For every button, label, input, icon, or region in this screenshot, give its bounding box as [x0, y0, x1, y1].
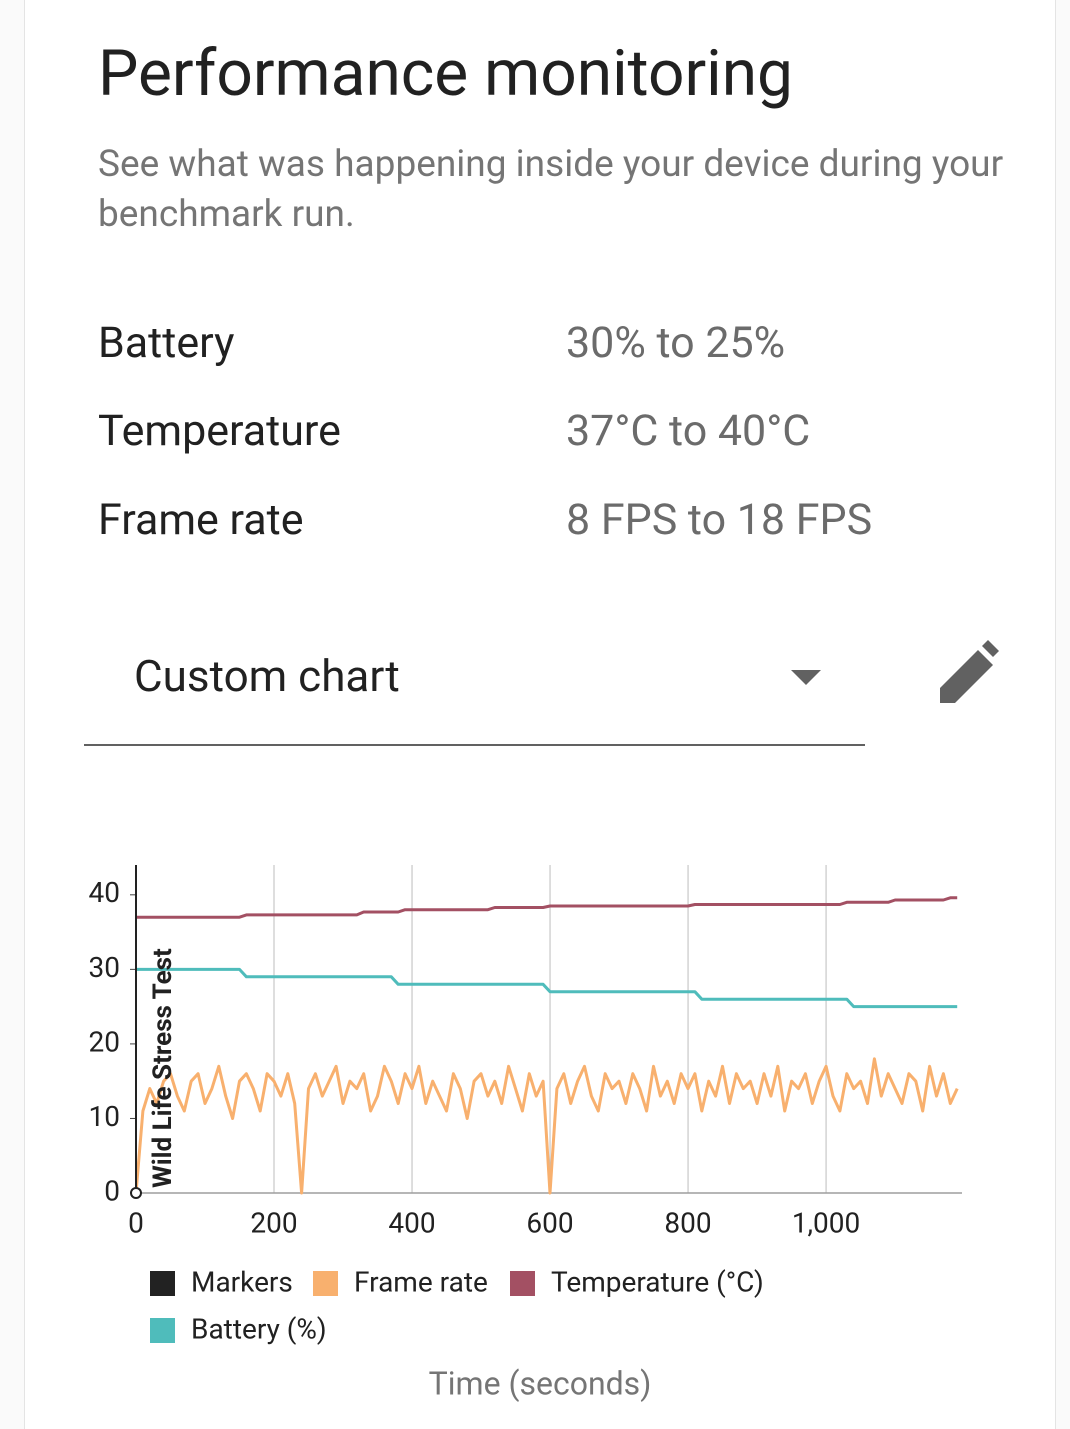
title: Performance monitoring [98, 36, 793, 111]
x-tick-label: 400 [388, 1206, 435, 1239]
legend-swatch [150, 1271, 175, 1296]
stat-label: Temperature [98, 406, 341, 456]
stat-label: Frame rate [98, 495, 304, 545]
series-line [136, 967, 958, 1009]
legend-swatch [313, 1271, 338, 1296]
dropdown-value[interactable]: Custom chart [134, 650, 400, 702]
legend-swatch [150, 1318, 175, 1343]
legend-swatch [510, 1271, 535, 1296]
x-tick-label: 800 [664, 1206, 711, 1239]
series-line [134, 1057, 959, 1195]
legend-label: Frame rate [354, 1265, 488, 1298]
edit-icon[interactable] [940, 640, 999, 703]
stat-label: Battery [98, 318, 235, 368]
x-tick-label: 0 [128, 1206, 144, 1239]
legend-label: Battery (%) [191, 1312, 327, 1345]
stat-value: 30% to 25% [566, 318, 786, 368]
card: Performance monitoring See what was happ… [24, 0, 1056, 1429]
x-tick-label: 200 [250, 1206, 297, 1239]
stat-value: 8 FPS to 18 FPS [566, 495, 873, 545]
x-tick-label: 1,000 [792, 1206, 860, 1239]
x-axis-label: Time (seconds) [429, 1364, 652, 1402]
legend-label: Temperature (°C) [551, 1265, 764, 1298]
subtitle: See what was happening inside your devic… [98, 143, 1004, 236]
y-tick-label: 30 [89, 951, 120, 984]
series-line [136, 896, 958, 919]
stat-value: 37°C to 40°C [566, 406, 811, 456]
y-tick-label: 40 [89, 876, 120, 909]
legend-label: Markers [191, 1265, 293, 1298]
y-tick-label: 0 [104, 1174, 120, 1207]
y-tick-label: 20 [89, 1025, 120, 1058]
origin-dot [130, 1187, 142, 1199]
marker-label: Wild Life Stress Test [148, 948, 178, 1188]
dropdown-arrow[interactable] [791, 670, 821, 685]
y-tick-label: 10 [89, 1100, 120, 1133]
x-tick-label: 600 [526, 1206, 573, 1239]
